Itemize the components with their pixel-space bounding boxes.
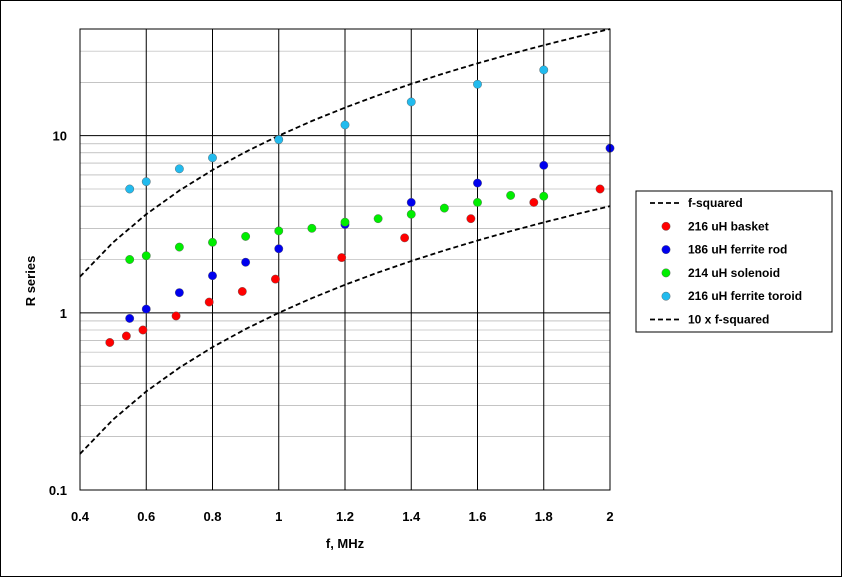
data-point	[406, 209, 416, 219]
data-point	[473, 178, 482, 188]
major-gridlines	[79, 29, 611, 491]
x-tick-label: 0.4	[71, 509, 90, 524]
data-point	[121, 331, 131, 341]
data-point	[539, 65, 549, 75]
x-tick-label: 1.6	[468, 509, 486, 524]
data-point	[466, 214, 476, 224]
data-point	[439, 203, 449, 213]
y-axis-label: R series	[23, 256, 38, 307]
y-tick-label: 10	[53, 129, 67, 144]
data-point	[506, 191, 516, 200]
data-point	[340, 120, 350, 130]
data-point	[406, 97, 416, 107]
data-point	[241, 232, 251, 241]
y-tick-labels: 0.1 1 10	[49, 129, 67, 498]
data-point	[125, 184, 135, 194]
x-tick-label: 1.4	[402, 509, 421, 524]
data-point	[141, 177, 151, 187]
legend-label: 214 uH solenoid	[688, 266, 780, 280]
data-point	[340, 217, 350, 227]
legend-box	[635, 190, 833, 333]
data-point	[204, 297, 214, 307]
data-point	[241, 257, 251, 267]
x-tick-label: 1.8	[535, 509, 553, 524]
x-tick-label: 0.8	[203, 509, 221, 524]
x-tick-labels: 0.4 0.6 0.8 1 1.2 1.4 1.6 1.8 2	[71, 509, 614, 524]
data-point	[141, 251, 151, 261]
legend-label: 10 x f-squared	[688, 313, 769, 327]
data-point	[274, 135, 284, 145]
data-point	[473, 79, 482, 89]
data-point	[237, 287, 247, 296]
data-point	[406, 198, 416, 207]
legend-label: 186 uH ferrite rod	[688, 243, 787, 257]
legend-label: f-squared	[688, 196, 743, 210]
data-point	[208, 153, 217, 163]
y-tick-label: 1	[60, 306, 67, 321]
legend-swatch-marker	[661, 245, 671, 255]
data-point	[373, 214, 383, 224]
data-point	[400, 233, 410, 243]
legend-label: 216 uH ferrite toroid	[688, 289, 802, 303]
x-tick-label: 2	[606, 509, 613, 524]
data-point	[174, 164, 184, 174]
legend: f-squared 216 uH basket 186 uH ferrite rod…	[635, 190, 833, 333]
data-point	[208, 237, 217, 247]
data-point	[307, 223, 317, 233]
x-tick-label: 0.6	[137, 509, 155, 524]
data-point	[138, 325, 148, 335]
legend-swatch-marker	[661, 221, 671, 231]
data-point	[105, 338, 115, 347]
data-point	[125, 255, 135, 264]
data-point	[208, 271, 217, 281]
data-point	[174, 242, 184, 252]
data-point	[141, 304, 151, 314]
legend-label: 216 uH basket	[688, 219, 769, 233]
series-points	[105, 65, 615, 347]
legend-swatch-marker	[661, 291, 671, 301]
data-point	[174, 288, 184, 298]
legend-swatch-marker	[661, 268, 671, 278]
data-point	[271, 274, 280, 284]
plot-area-border	[79, 28, 611, 491]
data-point	[125, 314, 135, 323]
data-point	[539, 191, 549, 201]
data-point	[274, 244, 284, 254]
data-point	[274, 226, 284, 236]
data-point	[595, 184, 605, 194]
x-tick-label: 1.2	[336, 509, 354, 524]
x-axis-label: f, MHz	[326, 536, 365, 551]
data-point	[539, 160, 549, 170]
x-tick-label: 1	[275, 509, 282, 524]
y-tick-label: 0.1	[49, 483, 67, 498]
data-point	[337, 253, 347, 263]
data-point	[171, 311, 181, 321]
data-point	[529, 198, 539, 207]
data-point	[473, 198, 482, 207]
